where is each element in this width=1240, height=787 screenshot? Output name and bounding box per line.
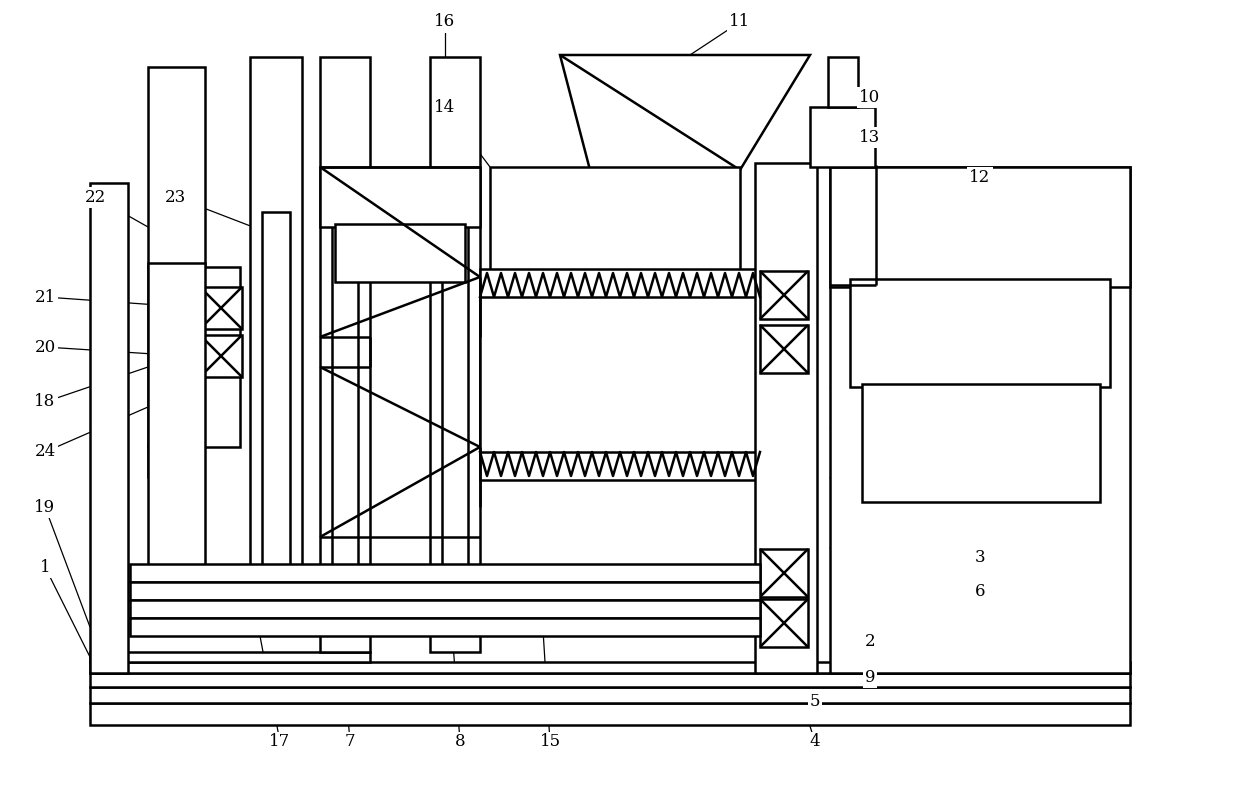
Bar (91, 183, 128, 673)
Text: 4: 4 (810, 733, 821, 751)
Bar (490, 167, 740, 387)
Bar (430, 57, 480, 617)
Bar (148, 67, 205, 267)
Text: 23: 23 (165, 189, 186, 205)
Bar (148, 263, 205, 587)
Text: 11: 11 (729, 13, 750, 31)
Bar (760, 325, 808, 373)
Bar (91, 662, 1130, 673)
Text: 16: 16 (434, 13, 455, 31)
Bar (91, 703, 1130, 725)
Bar (320, 614, 480, 627)
Bar (810, 107, 875, 167)
Bar (200, 287, 242, 329)
Bar (760, 549, 808, 597)
Bar (148, 267, 241, 447)
Bar (148, 445, 186, 477)
Bar (335, 224, 465, 282)
Text: 13: 13 (859, 128, 880, 146)
Text: 21: 21 (35, 289, 56, 305)
Text: 8: 8 (455, 733, 465, 751)
Bar (200, 335, 242, 377)
Text: 19: 19 (35, 498, 56, 515)
Text: 24: 24 (35, 444, 56, 460)
Bar (320, 57, 370, 617)
Bar (430, 614, 480, 652)
Text: 5: 5 (810, 693, 820, 711)
Bar (849, 279, 1110, 387)
Polygon shape (560, 55, 810, 170)
Bar (262, 212, 290, 602)
Bar (830, 167, 1130, 287)
Bar (130, 564, 760, 582)
Text: 10: 10 (859, 88, 880, 105)
Text: 20: 20 (35, 338, 56, 356)
Text: 17: 17 (269, 733, 290, 751)
Text: 14: 14 (434, 98, 455, 116)
Text: 6: 6 (975, 583, 986, 600)
Text: 1: 1 (40, 559, 51, 575)
Bar (320, 167, 480, 227)
Bar (91, 687, 1130, 703)
Bar (130, 618, 760, 636)
Text: 2: 2 (864, 634, 875, 651)
Text: 9: 9 (864, 668, 875, 685)
Bar (441, 212, 467, 602)
Bar (320, 614, 370, 652)
Text: 7: 7 (345, 733, 356, 751)
Text: 22: 22 (84, 189, 105, 205)
Bar (755, 163, 817, 673)
Bar (760, 271, 808, 319)
Text: 3: 3 (975, 549, 986, 566)
Bar (250, 57, 303, 617)
Bar (130, 600, 760, 618)
Bar (332, 212, 358, 602)
Text: 15: 15 (539, 733, 560, 751)
Text: 12: 12 (970, 168, 991, 186)
Bar (480, 297, 760, 452)
Bar (91, 673, 1130, 687)
Bar (830, 167, 1130, 673)
Bar (130, 582, 760, 600)
Bar (760, 599, 808, 647)
Bar (828, 57, 858, 107)
Text: 18: 18 (35, 394, 56, 411)
Bar (480, 269, 760, 480)
Bar (862, 384, 1100, 502)
Bar (91, 652, 370, 662)
